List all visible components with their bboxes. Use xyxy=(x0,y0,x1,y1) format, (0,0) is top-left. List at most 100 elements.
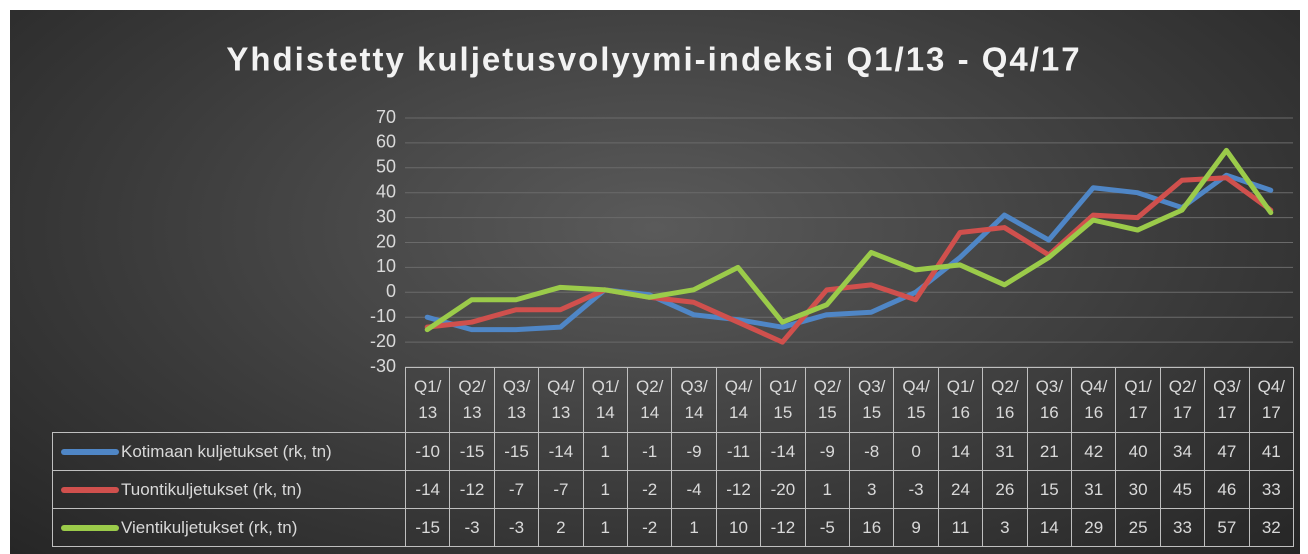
table-value-cell: 24 xyxy=(937,470,984,509)
table-header-cell: Q2/16 xyxy=(982,367,1028,433)
table-value-cell: 41 xyxy=(1248,432,1294,471)
table-value-cell: 11 xyxy=(937,508,984,547)
table-value-cell: 1 xyxy=(582,432,628,471)
table-value-cell: -9 xyxy=(671,432,717,471)
table-value-cell: -14 xyxy=(760,432,806,471)
table-value-cell: -12 xyxy=(760,508,806,547)
table-value-cell: -1 xyxy=(627,432,673,471)
table-value-cell: -8 xyxy=(849,432,895,471)
table-value-cell: -7 xyxy=(493,470,540,509)
table-header-cell: Q4/13 xyxy=(538,367,584,433)
y-tick-label: 50 xyxy=(376,157,396,177)
series-line xyxy=(424,175,1274,345)
table-value-cell: 45 xyxy=(1159,470,1206,509)
table-header-cell: Q2/15 xyxy=(804,367,850,433)
table-value-cell: -12 xyxy=(449,470,495,509)
table-value-cell: 14 xyxy=(937,432,984,471)
table-value-cell: 31 xyxy=(1071,470,1117,509)
y-tick-label: 0 xyxy=(386,281,396,301)
table-value-cell: 2 xyxy=(538,508,584,547)
table-value-cell: -2 xyxy=(627,470,673,509)
y-tick-label: -10 xyxy=(370,306,396,326)
table-value-cell: 3 xyxy=(982,508,1028,547)
table-header-cell: Q1/17 xyxy=(1115,367,1161,433)
table-value-cell: 46 xyxy=(1204,470,1250,509)
chart-title: Yhdistetty kuljetusvolyymi-indeksi Q1/13… xyxy=(226,41,1081,78)
table-value-cell: -20 xyxy=(760,470,806,509)
y-tick-label: 10 xyxy=(376,256,396,276)
table-value-cell: 1 xyxy=(671,508,717,547)
table-value-cell: 16 xyxy=(849,508,895,547)
table-value-cell: -15 xyxy=(493,432,540,471)
table-value-cell: 29 xyxy=(1071,508,1117,547)
table-value-cell: -3 xyxy=(449,508,495,547)
table-header-cell: Q3/17 xyxy=(1204,367,1250,433)
table-value-cell: 25 xyxy=(1115,508,1161,547)
table-header-cell: Q4/15 xyxy=(893,367,939,433)
table-value-cell: -4 xyxy=(671,470,717,509)
y-tick-label: -20 xyxy=(370,331,396,351)
table-value-cell: 33 xyxy=(1159,508,1206,547)
table-value-cell: 15 xyxy=(1026,470,1072,509)
table-header-cell: Q4/17 xyxy=(1248,367,1294,433)
table-header-cell: Q1/14 xyxy=(582,367,628,433)
table-value-cell: 30 xyxy=(1115,470,1161,509)
table-value-cell: -10 xyxy=(405,432,451,471)
table-header-cell: Q3/14 xyxy=(671,367,717,433)
table-value-cell: -3 xyxy=(893,470,939,509)
table-value-cell: 34 xyxy=(1159,432,1206,471)
table-value-cell: -14 xyxy=(538,432,584,471)
y-tick-label: 70 xyxy=(376,107,396,127)
legend-label: Vientikuljetukset (rk, tn) xyxy=(121,517,298,537)
legend-key xyxy=(61,448,119,455)
table-header-cell: Q3/16 xyxy=(1026,367,1072,433)
table-value-cell: 0 xyxy=(893,432,939,471)
table-header-cell: Q4/14 xyxy=(715,367,762,433)
legend-cell: Vientikuljetukset (rk, tn) xyxy=(52,508,406,547)
y-tick-label: 30 xyxy=(376,206,396,226)
table-value-cell: -2 xyxy=(627,508,673,547)
table-value-cell: 1 xyxy=(804,470,850,509)
table-value-cell: 57 xyxy=(1204,508,1250,547)
table-value-cell: 21 xyxy=(1026,432,1072,471)
table-header-cell: Q2/17 xyxy=(1159,367,1206,433)
table-value-cell: -11 xyxy=(715,432,762,471)
table-value-cell: 32 xyxy=(1248,508,1294,547)
table-value-cell: 47 xyxy=(1204,432,1250,471)
table-header-cell: Q2/13 xyxy=(449,367,495,433)
table-value-cell: 10 xyxy=(715,508,762,547)
table-header-cell: Q3/15 xyxy=(849,367,895,433)
table-header-cell: Q2/14 xyxy=(627,367,673,433)
table-value-cell: 40 xyxy=(1115,432,1161,471)
table-header-cell: Q4/16 xyxy=(1071,367,1117,433)
table-value-cell: -12 xyxy=(715,470,762,509)
table-header-cell: Q1/15 xyxy=(760,367,806,433)
table-value-cell: -9 xyxy=(804,432,850,471)
y-tick-label: 60 xyxy=(376,132,396,152)
legend-cell: Tuontikuljetukset (rk, tn) xyxy=(52,470,406,509)
table-value-cell: 31 xyxy=(982,432,1028,471)
table-value-cell: -15 xyxy=(405,508,451,547)
legend-cell: Kotimaan kuljetukset (rk, tn) xyxy=(52,432,406,471)
table-value-cell: -14 xyxy=(405,470,451,509)
table-value-cell: 33 xyxy=(1248,470,1294,509)
table-value-cell: 14 xyxy=(1026,508,1072,547)
y-tick-label: 20 xyxy=(376,231,396,251)
table-value-cell: -5 xyxy=(804,508,850,547)
legend-label: Kotimaan kuljetukset (rk, tn) xyxy=(121,441,332,461)
table-header-cell: Q1/13 xyxy=(405,367,451,433)
legend-key xyxy=(61,486,119,493)
table-value-cell: 3 xyxy=(849,470,895,509)
table-value-cell: -7 xyxy=(538,470,584,509)
y-tick-label: 40 xyxy=(376,181,396,201)
table-value-cell: -15 xyxy=(449,432,495,471)
table-value-cell: 26 xyxy=(982,470,1028,509)
background xyxy=(10,10,1300,554)
series-line xyxy=(424,172,1274,333)
table-value-cell: -3 xyxy=(493,508,540,547)
table-header-cell: Q1/16 xyxy=(937,367,984,433)
table-value-cell: 1 xyxy=(582,508,628,547)
table-value-cell: 1 xyxy=(582,470,628,509)
